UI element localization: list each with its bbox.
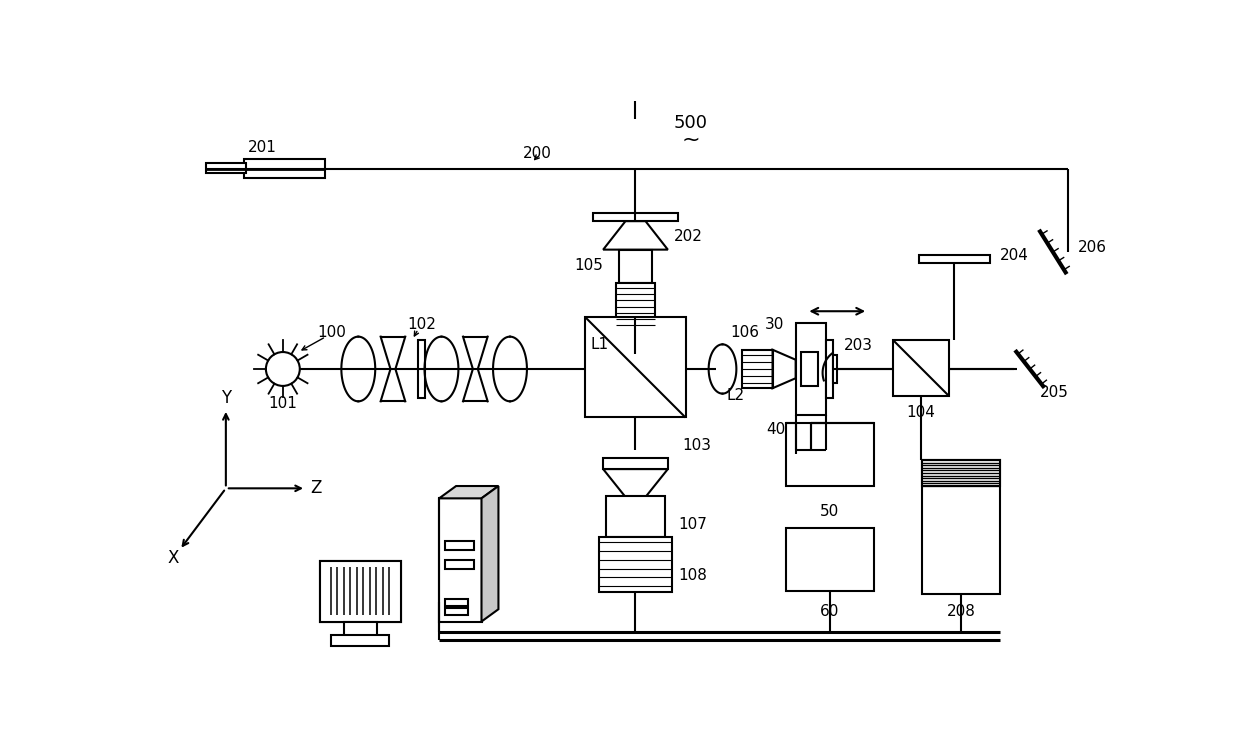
Bar <box>445 599 469 606</box>
Bar <box>796 323 826 415</box>
Bar <box>894 341 949 396</box>
Text: 200: 200 <box>522 146 552 161</box>
Bar <box>627 330 644 353</box>
Text: 103: 103 <box>682 438 712 453</box>
Text: L2: L2 <box>727 389 745 403</box>
Text: 108: 108 <box>678 568 707 583</box>
Bar <box>593 214 678 221</box>
Bar <box>832 355 837 383</box>
Text: 205: 205 <box>1040 384 1069 399</box>
Text: 107: 107 <box>678 517 707 532</box>
Bar <box>445 541 474 550</box>
Bar <box>826 340 832 399</box>
Bar <box>244 159 325 178</box>
Text: 500: 500 <box>675 114 708 132</box>
Text: 106: 106 <box>730 325 759 339</box>
Bar <box>585 317 686 417</box>
Text: 60: 60 <box>820 604 839 619</box>
Text: 201: 201 <box>248 140 277 155</box>
Text: 30: 30 <box>764 317 784 332</box>
Text: 203: 203 <box>844 338 873 353</box>
Bar <box>619 250 652 283</box>
Text: 204: 204 <box>999 247 1029 262</box>
Bar <box>599 537 672 593</box>
Bar <box>603 457 668 469</box>
Bar <box>418 340 425 399</box>
Bar <box>606 496 665 537</box>
Text: Z: Z <box>310 479 321 497</box>
Polygon shape <box>439 486 498 499</box>
Bar <box>445 560 474 569</box>
Bar <box>445 608 469 615</box>
Text: 208: 208 <box>947 604 976 619</box>
Bar <box>801 352 818 386</box>
Bar <box>921 459 1001 486</box>
Text: X: X <box>167 549 180 566</box>
Text: 100: 100 <box>317 325 346 339</box>
Bar <box>320 562 401 622</box>
Bar <box>786 423 874 486</box>
Text: 40: 40 <box>766 422 786 437</box>
Polygon shape <box>481 486 498 622</box>
Bar <box>786 528 874 591</box>
Bar <box>331 635 389 646</box>
Text: ~: ~ <box>682 129 701 150</box>
Text: 104: 104 <box>906 405 936 420</box>
Bar <box>206 163 246 174</box>
Text: 50: 50 <box>820 504 839 519</box>
Bar <box>742 350 773 388</box>
Bar <box>919 255 990 262</box>
Text: 202: 202 <box>675 229 703 244</box>
Text: Y: Y <box>221 390 231 408</box>
Text: L1: L1 <box>590 337 609 352</box>
Text: 101: 101 <box>268 396 298 411</box>
Bar <box>345 622 377 637</box>
Text: 102: 102 <box>407 317 436 332</box>
Bar <box>616 283 655 330</box>
Bar <box>320 562 401 622</box>
Bar <box>921 459 1001 594</box>
Bar <box>439 499 481 622</box>
Text: 206: 206 <box>1079 240 1107 255</box>
Text: 105: 105 <box>574 257 603 272</box>
